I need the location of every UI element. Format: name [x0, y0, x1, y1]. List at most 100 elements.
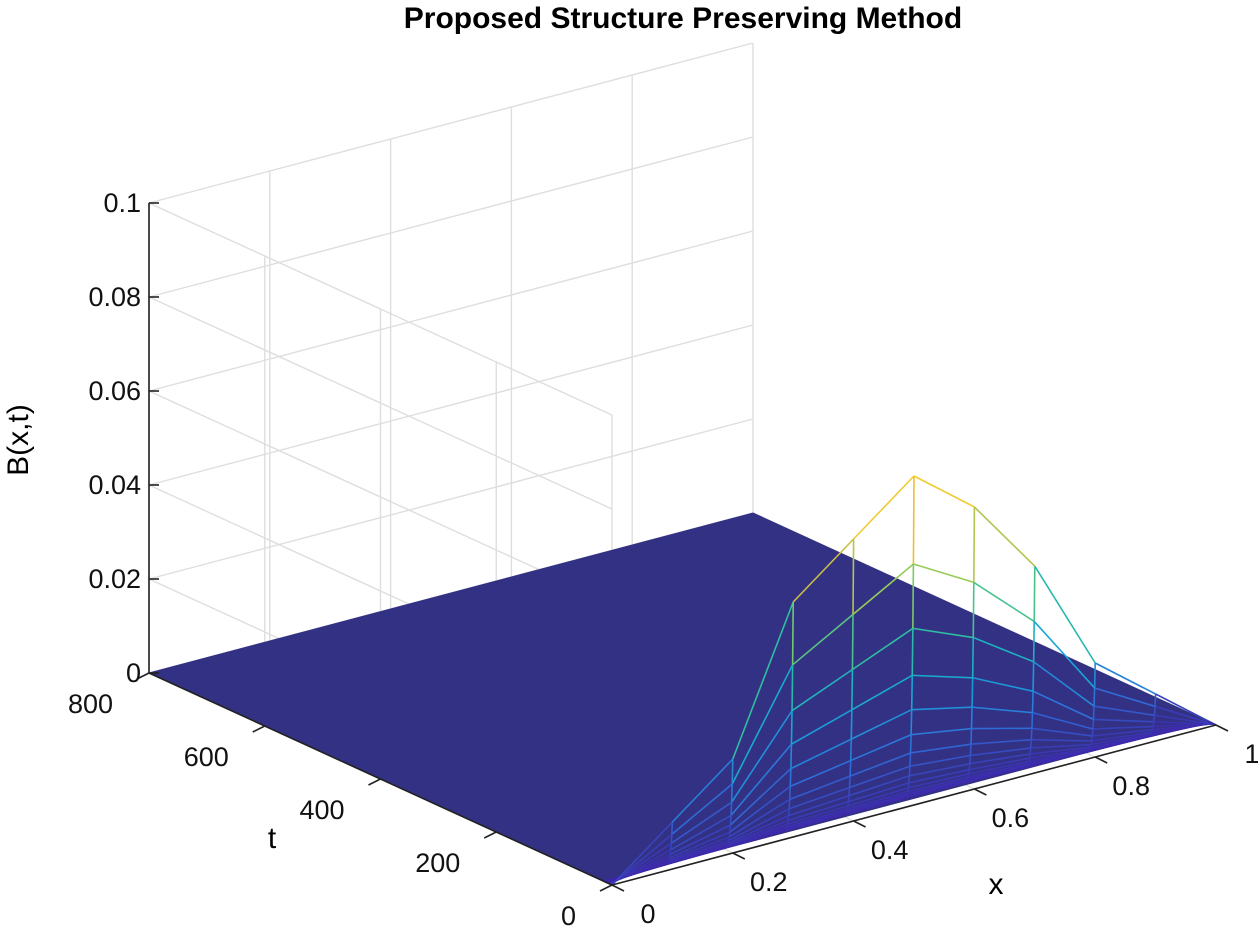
mesh-line — [852, 563, 914, 616]
mesh-line — [1092, 719, 1095, 730]
mesh-line — [732, 601, 794, 760]
t-tick-mark — [599, 884, 613, 892]
mesh-line — [849, 752, 911, 777]
mesh-line — [967, 769, 970, 775]
mesh-line — [789, 768, 792, 787]
mesh-line — [728, 808, 790, 842]
mesh-line — [1033, 566, 1036, 622]
mesh-line — [969, 757, 1030, 771]
mesh-line — [907, 775, 911, 783]
mesh-line — [1093, 705, 1155, 717]
mesh-line — [966, 776, 969, 780]
mesh-line — [968, 755, 972, 764]
t-tick-label: 600 — [184, 742, 229, 772]
mesh-line — [1088, 748, 1091, 751]
mesh-line — [1032, 690, 1094, 721]
mesh-line — [1154, 693, 1157, 707]
mesh-line — [970, 747, 1031, 757]
mesh-line — [666, 862, 669, 865]
mesh-line — [1031, 691, 1034, 713]
mesh-line — [848, 782, 910, 803]
mesh-line — [1089, 744, 1092, 748]
mesh-line — [1034, 565, 1096, 664]
mesh-line — [669, 831, 731, 859]
mesh-line — [851, 674, 913, 711]
mesh-line — [1028, 753, 1031, 759]
mesh-line — [847, 787, 909, 807]
mesh-line — [1151, 729, 1154, 733]
t-tick-mark — [483, 831, 497, 839]
mesh-line — [789, 775, 851, 801]
mesh-line — [849, 739, 853, 761]
tick-labels: 0 0.2 0.4 0.6 0.8 1 0 200 400 600 800 0 0.02 0.04 0.06… — [68, 188, 1258, 931]
mesh-line — [967, 764, 1029, 780]
z-tick-label: 0.08 — [88, 282, 141, 312]
mesh-line — [670, 801, 733, 844]
mesh-line — [789, 759, 852, 788]
mesh-line — [973, 581, 1035, 623]
mesh-line — [911, 727, 972, 736]
mesh-line — [845, 810, 848, 813]
mesh-line — [968, 763, 971, 770]
mesh-line — [848, 775, 910, 797]
mesh-line — [668, 836, 730, 861]
t-tick-label: 400 — [299, 795, 344, 825]
axes — [136, 202, 1229, 892]
mesh-line — [1091, 728, 1094, 737]
mesh-line — [1027, 761, 1030, 764]
mesh-line — [669, 849, 672, 855]
mesh-line — [668, 839, 730, 863]
mesh-line — [911, 706, 973, 711]
mesh-line — [1091, 731, 1153, 742]
mesh-line — [846, 805, 849, 810]
mesh-line — [785, 811, 847, 831]
mesh-line — [787, 815, 790, 821]
mesh-line — [1029, 748, 1091, 759]
x-tick-label: 0 — [640, 899, 655, 929]
mesh-line — [1088, 749, 1091, 752]
mesh-line — [786, 808, 848, 828]
z-gridline — [146, 42, 754, 416]
mesh-line — [1092, 706, 1095, 720]
mesh-line — [1030, 746, 1091, 755]
mesh-line — [725, 845, 728, 848]
mesh-line — [1153, 715, 1156, 722]
mesh-line — [1154, 705, 1216, 726]
y-axis-label: t — [268, 822, 277, 855]
mesh-line — [910, 743, 972, 754]
mesh-line — [969, 753, 1031, 765]
mesh-line — [791, 601, 794, 665]
mesh-line — [730, 710, 793, 803]
mesh-line — [1033, 661, 1095, 707]
mesh-line — [850, 733, 912, 762]
mesh-line — [729, 785, 791, 833]
mesh-line — [727, 836, 731, 841]
x-axis-line — [611, 724, 1217, 886]
mesh-line — [966, 778, 969, 781]
mesh-line — [1092, 725, 1154, 730]
mesh-line — [611, 821, 673, 886]
mesh-line — [731, 664, 794, 785]
mesh-line — [973, 506, 1036, 567]
x-tick-label: 0.6 — [992, 803, 1030, 833]
mesh-line — [1029, 747, 1032, 754]
mesh-line — [965, 781, 967, 783]
z-tick-label: 0.1 — [103, 188, 141, 218]
mesh-line — [783, 829, 786, 832]
mesh-line — [908, 768, 970, 784]
mesh-line — [729, 768, 792, 826]
mesh-line — [668, 857, 671, 861]
mesh-line — [910, 675, 914, 710]
mesh-line — [727, 814, 789, 844]
x-tick-mark — [1094, 756, 1108, 764]
mesh-line — [906, 779, 968, 797]
mesh-line — [846, 793, 908, 812]
x-tick-label: 0.2 — [750, 867, 788, 897]
mesh-line — [911, 628, 914, 676]
mesh-line — [1030, 728, 1033, 740]
mesh-line — [1089, 735, 1151, 750]
mesh-line — [1093, 687, 1096, 707]
mesh-line — [726, 825, 788, 848]
mesh-line — [851, 627, 914, 671]
